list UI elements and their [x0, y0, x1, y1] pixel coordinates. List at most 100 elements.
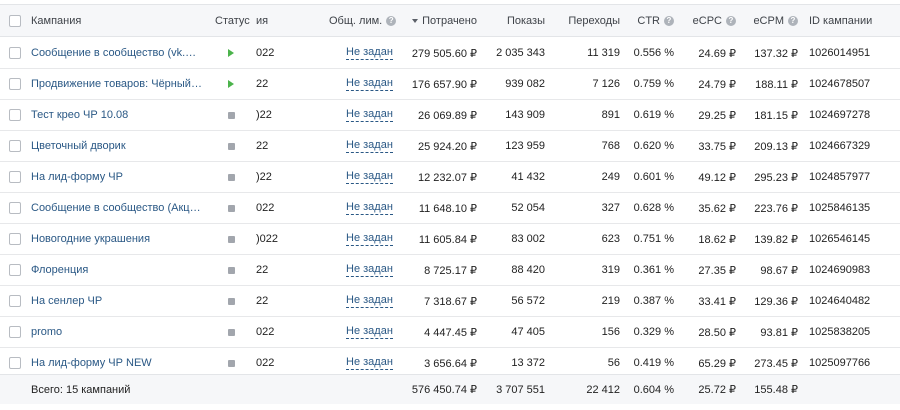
stop-status-icon[interactable] — [228, 328, 235, 336]
row-checkbox[interactable] — [9, 295, 21, 307]
limit-link[interactable]: Не задан — [346, 77, 393, 91]
play-status-icon[interactable] — [228, 49, 234, 57]
clicks-cell: 7 126 — [592, 78, 620, 90]
table-row[interactable]: promo 022 Не задан 4 447.45 ₽ 47 405 156 0.329… — [0, 317, 900, 348]
table-row[interactable]: Тест крео ЧР 10.08)22 Не задан 26 069.89 ₽… — [0, 100, 900, 131]
ecpm-cell: 295.23 ₽ — [754, 171, 798, 184]
column-header-ecpm-label: eCPM — [753, 14, 784, 27]
ecpc-cell: 24.79 ₽ — [698, 78, 736, 91]
campaign-link[interactable]: Новогодние украшения — [31, 233, 151, 245]
campaign-link[interactable]: На лид-форму ЧР — [31, 171, 123, 183]
help-icon[interactable]: ? — [726, 15, 736, 26]
status-icon-wrap[interactable] — [228, 38, 240, 68]
campaign-link[interactable]: Цветочный дворик — [31, 140, 126, 152]
table-row[interactable]: На лид-форму ЧР)22 Не задан 12 232.07 ₽ 41 … — [0, 162, 900, 193]
stop-status-icon[interactable] — [228, 142, 235, 150]
campaign-link[interactable]: Тест крео ЧР 10.08 — [31, 109, 129, 121]
stop-status-icon[interactable] — [228, 173, 235, 181]
stop-status-icon[interactable] — [228, 266, 235, 274]
status-icon-wrap[interactable] — [228, 69, 240, 99]
limit-link[interactable]: Не задан — [346, 263, 393, 277]
campaign-link[interactable]: На сенлер ЧР — [31, 295, 103, 307]
column-header-date-fragment[interactable]: ия — [256, 14, 269, 27]
column-header-id[interactable]: ID кампании — [809, 14, 873, 27]
stop-status-icon[interactable] — [228, 204, 235, 212]
limit-cell: Не задан — [346, 255, 396, 285]
limit-cell: Не задан — [346, 348, 396, 378]
column-header-spent[interactable]: Потрачено — [405, 5, 477, 36]
status-icon-wrap[interactable] — [228, 286, 240, 316]
campaign-id-cell: 1026546145 — [809, 233, 871, 245]
limit-link[interactable]: Не задан — [346, 46, 393, 60]
spent-cell: 11 648.10 ₽ — [418, 202, 477, 215]
table-row[interactable]: Сообщение в сообщество (vk.me) 022 Не зада… — [0, 38, 900, 69]
column-header-campaign[interactable]: Кампания — [31, 14, 82, 27]
row-checkbox[interactable] — [9, 202, 21, 214]
limit-link[interactable]: Не задан — [346, 108, 393, 122]
row-checkbox[interactable] — [9, 326, 21, 338]
date-cell: 22 — [256, 140, 269, 152]
table-row[interactable]: Новогодние украшения)022 Не задан 11 605.8… — [0, 224, 900, 255]
row-checkbox[interactable] — [9, 47, 21, 59]
help-icon[interactable]: ? — [788, 15, 798, 26]
ecpc-cell: 28.50 ₽ — [698, 326, 736, 339]
row-checkbox[interactable] — [9, 140, 21, 152]
status-icon-wrap[interactable] — [228, 224, 240, 254]
campaign-id-cell: 1025846135 — [809, 202, 871, 214]
limit-link[interactable]: Не задан — [346, 201, 393, 215]
limit-link[interactable]: Не задан — [346, 294, 393, 308]
limit-cell: Не задан — [346, 317, 396, 347]
play-status-icon[interactable] — [228, 80, 234, 88]
select-all-checkbox[interactable] — [9, 14, 21, 27]
stop-status-icon[interactable] — [228, 235, 235, 243]
column-header-limit[interactable]: Общ. лим. ? — [329, 5, 399, 36]
campaign-link[interactable]: Сообщение в сообщество (Акция ... — [31, 202, 203, 214]
status-icon-wrap[interactable] — [228, 348, 240, 378]
row-checkbox[interactable] — [9, 171, 21, 183]
campaign-link[interactable]: Сообщение в сообщество (vk.me) — [31, 47, 203, 59]
limit-link[interactable]: Не задан — [346, 356, 393, 370]
row-checkbox[interactable] — [9, 264, 21, 276]
stop-status-icon[interactable] — [228, 359, 235, 367]
row-checkbox[interactable] — [9, 233, 21, 245]
limit-link[interactable]: Не задан — [346, 232, 393, 246]
row-checkbox[interactable] — [9, 78, 21, 90]
campaign-name-cell: Цветочный дворик — [31, 131, 203, 161]
table-row[interactable]: Флоренция 22 Не задан 8 725.17 ₽ 88 420 319 0.… — [0, 255, 900, 286]
stop-status-icon[interactable] — [228, 111, 235, 119]
limit-cell: Не задан — [346, 100, 396, 130]
status-icon-wrap[interactable] — [228, 131, 240, 161]
campaign-link[interactable]: На лид-форму ЧР NEW — [31, 357, 152, 369]
column-header-ecpm[interactable]: eCPM ? — [746, 5, 798, 36]
row-checkbox[interactable] — [9, 357, 21, 369]
limit-link[interactable]: Не задан — [346, 325, 393, 339]
campaign-link[interactable]: Флоренция — [31, 264, 89, 276]
status-icon-wrap[interactable] — [228, 255, 240, 285]
table-row[interactable]: Сообщение в сообщество (Акция ... 022 Не з… — [0, 193, 900, 224]
help-icon[interactable]: ? — [664, 15, 674, 26]
campaign-name-cell: Продвижение товаров: Чёрный Р... — [31, 69, 203, 99]
limit-link[interactable]: Не задан — [346, 139, 393, 153]
limit-link[interactable]: Не задан — [346, 170, 393, 184]
column-header-ecpc[interactable]: eCPC ? — [684, 5, 736, 36]
campaign-id-cell: 1024697278 — [809, 109, 871, 121]
table-row[interactable]: Продвижение товаров: Чёрный Р... 22 Не зад… — [0, 69, 900, 100]
status-icon-wrap[interactable] — [228, 162, 240, 192]
campaign-name-cell: Сообщение в сообщество (vk.me) — [31, 38, 203, 68]
column-header-status[interactable]: Статус — [215, 14, 250, 27]
row-checkbox[interactable] — [9, 109, 21, 121]
status-icon-wrap[interactable] — [228, 193, 240, 223]
help-icon[interactable]: ? — [386, 15, 397, 26]
column-header-impressions[interactable]: Показы — [506, 14, 545, 27]
campaign-link[interactable]: Продвижение товаров: Чёрный Р... — [31, 78, 203, 90]
table-row[interactable]: На сенлер ЧР 22 Не задан 7 318.67 ₽ 56 572 21… — [0, 286, 900, 317]
status-icon-wrap[interactable] — [228, 100, 240, 130]
table-row[interactable]: Цветочный дворик 22 Не задан 25 924.20 ₽ 123… — [0, 131, 900, 162]
campaign-link[interactable]: promo — [31, 326, 63, 338]
column-header-clicks[interactable]: Переходы — [568, 14, 620, 27]
impressions-cell: 13 372 — [511, 357, 545, 369]
column-header-ctr[interactable]: CTR ? — [630, 5, 674, 36]
status-icon-wrap[interactable] — [228, 317, 240, 347]
total-ecpc: 25.72 ₽ — [698, 384, 736, 396]
stop-status-icon[interactable] — [228, 297, 235, 305]
